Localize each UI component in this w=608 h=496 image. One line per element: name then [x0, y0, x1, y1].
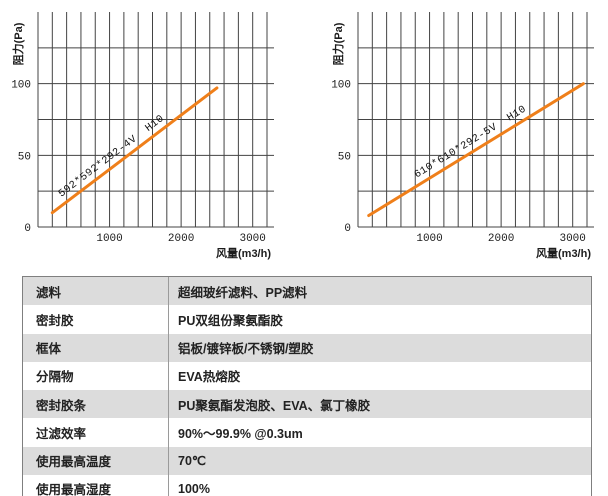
spec-label-cell: 过滤效率 [23, 418, 169, 447]
y-tick-label: 100 [331, 80, 351, 92]
x-tick-label: 1000 [96, 233, 122, 245]
spec-label-cell: 密封胶条 [23, 390, 169, 419]
pressure-drop-charts: 0 50 100 1000 2000 3000 阻力(Pa) 风量(m3/h) 592*592*… [11, 12, 594, 260]
spec-value-cell: PU双组份聚氨酯胶 [178, 313, 283, 328]
y-tick-label: 50 [338, 151, 351, 163]
spec-label-cell: 使用最高湿度 [23, 474, 169, 496]
spec-value-cell: 超细玻纤滤料、PP滤料 [178, 285, 308, 300]
x-tick-label: 3000 [239, 233, 265, 245]
spec-value-cell: 100% [178, 481, 210, 496]
y-tick-label: 0 [344, 223, 351, 235]
spec-label-cell: 滤料 [23, 277, 169, 306]
table-row: 使用最高温度 70℃ [23, 446, 591, 475]
y-tick-label: 0 [24, 223, 31, 235]
spec-value-cell: 铝板/镀锌板/不锈钢/塑胶 [178, 342, 314, 357]
y-axis-label: 阻力(Pa) [11, 22, 25, 65]
table-row: 密封胶条 PU聚氨酯发泡胶、EVA、氯丁橡胶 [23, 390, 591, 419]
table-row: 使用最高湿度 100% [23, 474, 591, 496]
y-tick-label: 50 [18, 151, 31, 163]
x-axis-label: 风量(m3/h) [536, 246, 591, 260]
x-tick-label: 3000 [559, 233, 585, 245]
spec-value-cell: 90%～99.9% @0.3um [178, 426, 303, 441]
table-row: 密封胶 PU双组份聚氨酯胶 [23, 305, 591, 334]
series-line [367, 82, 585, 218]
spec-value-cell: 70℃ [178, 454, 206, 469]
series-line [50, 86, 219, 215]
spec-label-cell: 密封胶 [23, 305, 169, 334]
spec-label-cell: 使用最高温度 [23, 446, 169, 475]
x-tick-label: 2000 [168, 233, 194, 245]
resistance-airflow-chart-592: 0 50 100 1000 2000 3000 阻力(Pa) 风量(m3/h) 592*592*… [11, 12, 274, 260]
y-axis-label: 阻力(Pa) [331, 22, 345, 65]
x-tick-label: 1000 [416, 233, 442, 245]
table-row: 滤料 超细玻纤滤料、PP滤料 [23, 277, 591, 306]
spec-label-cell: 框体 [23, 333, 169, 362]
x-tick-label: 2000 [488, 233, 514, 245]
spec-table-container: 滤料 超细玻纤滤料、PP滤料 密封胶 PU双组份聚氨酯胶 框体 铝板/镀锌板/不锈钢/塑胶… [22, 276, 592, 496]
spec-value-cell: EVA热熔胶 [178, 370, 241, 385]
table-row: 框体 铝板/镀锌板/不锈钢/塑胶 [23, 333, 591, 362]
spec-value-cell: PU聚氨酯发泡胶、EVA、氯丁橡胶 [178, 398, 371, 413]
spec-label-cell: 分隔物 [23, 361, 169, 390]
series-label: 592*592*292-4V H10 [56, 113, 166, 201]
table-row: 过滤效率 90%～99.9% @0.3um [23, 418, 591, 447]
spec-table: 滤料 超细玻纤滤料、PP滤料 密封胶 PU双组份聚氨酯胶 框体 铝板/镀锌板/不锈钢/塑胶… [23, 277, 591, 496]
x-axis-label: 风量(m3/h) [216, 246, 271, 260]
table-row: 分隔物 EVA热熔胶 [23, 361, 591, 390]
y-tick-label: 100 [11, 80, 31, 92]
